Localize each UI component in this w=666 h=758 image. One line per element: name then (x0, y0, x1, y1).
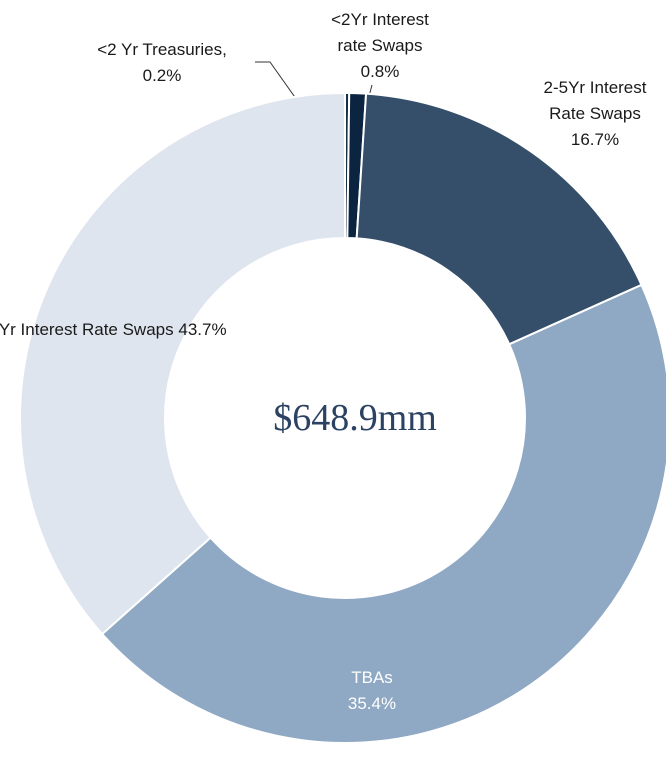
donut-segment (100, 283, 666, 744)
donut-segment (355, 92, 643, 346)
value-label: 35.4% (347, 694, 397, 713)
category-name: 2-5Yr Interest Rate Swaps (543, 78, 647, 123)
segment-label: <2Yr Interest rate Swaps 0.8% (315, 7, 445, 85)
value-label: 16.7% (570, 130, 620, 149)
donut-segment (19, 91, 346, 636)
category-name: >5Yr Interest Rate Swaps (0, 320, 174, 339)
value-label: 0.8% (360, 62, 400, 81)
segment-label: >5Yr Interest Rate Swaps 43.7% (0, 317, 227, 343)
segment-label: TBAs 35.4% (305, 665, 440, 717)
segment-label: <2 Yr Treasuries, 0.2% (67, 37, 257, 89)
category-name: <2 Yr Treasuries, (97, 40, 227, 59)
value-label: 43.7% (178, 320, 227, 339)
center-label: $648.9mm (273, 397, 437, 439)
value-label: 0.2% (142, 66, 182, 85)
segment-label: 2-5Yr Interest Rate Swaps 16.7% (528, 75, 663, 153)
category-name: <2Yr Interest rate Swaps (331, 10, 429, 55)
category-name: TBAs (351, 668, 393, 687)
